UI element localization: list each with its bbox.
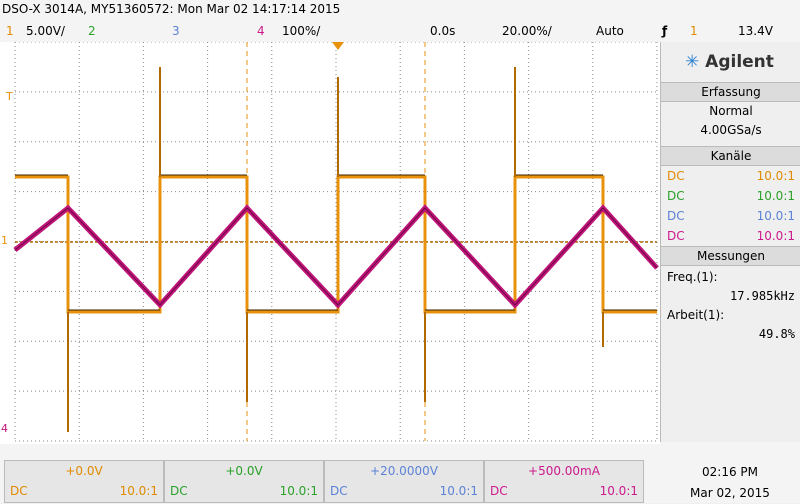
- channel-row: DC 10.0:1: [661, 226, 800, 246]
- ch1-marker: 1: [1, 234, 8, 247]
- offset: +0.0V: [225, 464, 263, 478]
- ch1-scale: 5.00V/: [26, 24, 65, 38]
- probe: 10.0:1: [599, 484, 638, 498]
- coupling: DC: [667, 189, 685, 203]
- channels-title: Kanäle: [661, 146, 800, 166]
- ch4-waveform-trace: [14, 207, 658, 306]
- ch1-waveform-trace: [15, 174, 657, 311]
- probe: 10.0:1: [756, 169, 795, 183]
- coupling: DC: [10, 484, 28, 498]
- coupling: DC: [330, 484, 348, 498]
- coupling: DC: [667, 169, 685, 183]
- channel-row: DC 10.0:1: [661, 166, 800, 186]
- acquisition-mode: Normal: [709, 104, 753, 118]
- waveform-display: T 1 4: [0, 42, 660, 444]
- probe: 10.0:1: [756, 229, 795, 243]
- brand-name: Agilent: [705, 52, 774, 72]
- ch4-label: 4: [257, 24, 265, 38]
- trigger-source: 1: [690, 24, 698, 38]
- probe: 10.0:1: [279, 484, 318, 498]
- coupling: DC: [667, 209, 685, 223]
- probe: 10.0:1: [756, 189, 795, 203]
- measurement-value: 17.985kHz: [729, 289, 795, 303]
- ch3-label: 3: [172, 24, 180, 38]
- grid: [14, 42, 658, 442]
- probe: 10.0:1: [439, 484, 478, 498]
- ch4-marker: 4: [1, 422, 8, 435]
- measurement-value: 49.8%: [758, 327, 795, 341]
- ch1-label: 1: [6, 24, 14, 38]
- trigger-marker: [332, 42, 344, 50]
- measurement: Freq.(1): 17.985kHz Arbeit(1): 49.8%: [661, 266, 800, 346]
- probe: 10.0:1: [756, 209, 795, 223]
- offset: +0.0V: [65, 464, 103, 478]
- footer-channel: +20.0000V DC 10.0:1: [324, 460, 484, 503]
- probe: 10.0:1: [119, 484, 158, 498]
- settings-bar: 1 5.00V/ 2 3 4 100%/ 0.0s 20.00%/ Auto ƒ…: [0, 20, 800, 42]
- trigger-level: 13.4V: [738, 24, 773, 38]
- ch1-waveform: [15, 175, 657, 314]
- acquisition-title: Erfassung: [661, 82, 800, 102]
- footer-channel: +500.00mA DC 10.0:1: [484, 460, 644, 503]
- footer-channel: +0.0V DC 10.0:1: [164, 460, 324, 503]
- offset: +500.00mA: [528, 464, 600, 478]
- clock: 02:16 PM Mar 02, 2015: [660, 462, 800, 504]
- channel-row: DC 10.0:1: [661, 206, 800, 226]
- trigger-mode: Auto: [596, 24, 624, 38]
- time-offset: 0.0s: [430, 24, 456, 38]
- channel-row: DC 10.0:1: [661, 186, 800, 206]
- ch2-label: 2: [88, 24, 96, 38]
- date: Mar 02, 2015: [690, 486, 770, 500]
- footer-channel: +0.0V DC 10.0:1: [4, 460, 164, 503]
- brand: ✳ Agilent: [661, 42, 800, 82]
- trigger-icon: ƒ: [662, 24, 668, 38]
- title: DSO-X 3014A, MY51360572: Mon Mar 02 14:1…: [2, 2, 341, 16]
- display-bg: [0, 42, 660, 444]
- coupling: DC: [490, 484, 508, 498]
- measurement-label: Arbeit(1):: [667, 308, 725, 322]
- measurement-label: Freq.(1):: [667, 270, 718, 284]
- time-scale: 20.00%/: [502, 24, 552, 38]
- time: 02:16 PM: [702, 465, 758, 479]
- trigger-level-marker: T: [5, 90, 13, 103]
- measurements-title: Messungen: [661, 246, 800, 266]
- ch4-scale: 100%/: [282, 24, 321, 38]
- ch1-ringing: [67, 67, 604, 432]
- coupling: DC: [667, 229, 685, 243]
- brand-logo: ✳: [685, 52, 706, 72]
- coupling: DC: [170, 484, 188, 498]
- offset: +20.0000V: [370, 464, 438, 478]
- acquisition-rate: 4.00GSa/s: [700, 123, 762, 137]
- side-panel: ✳ Agilent Erfassung Normal 4.00GSa/s Kan…: [660, 42, 800, 442]
